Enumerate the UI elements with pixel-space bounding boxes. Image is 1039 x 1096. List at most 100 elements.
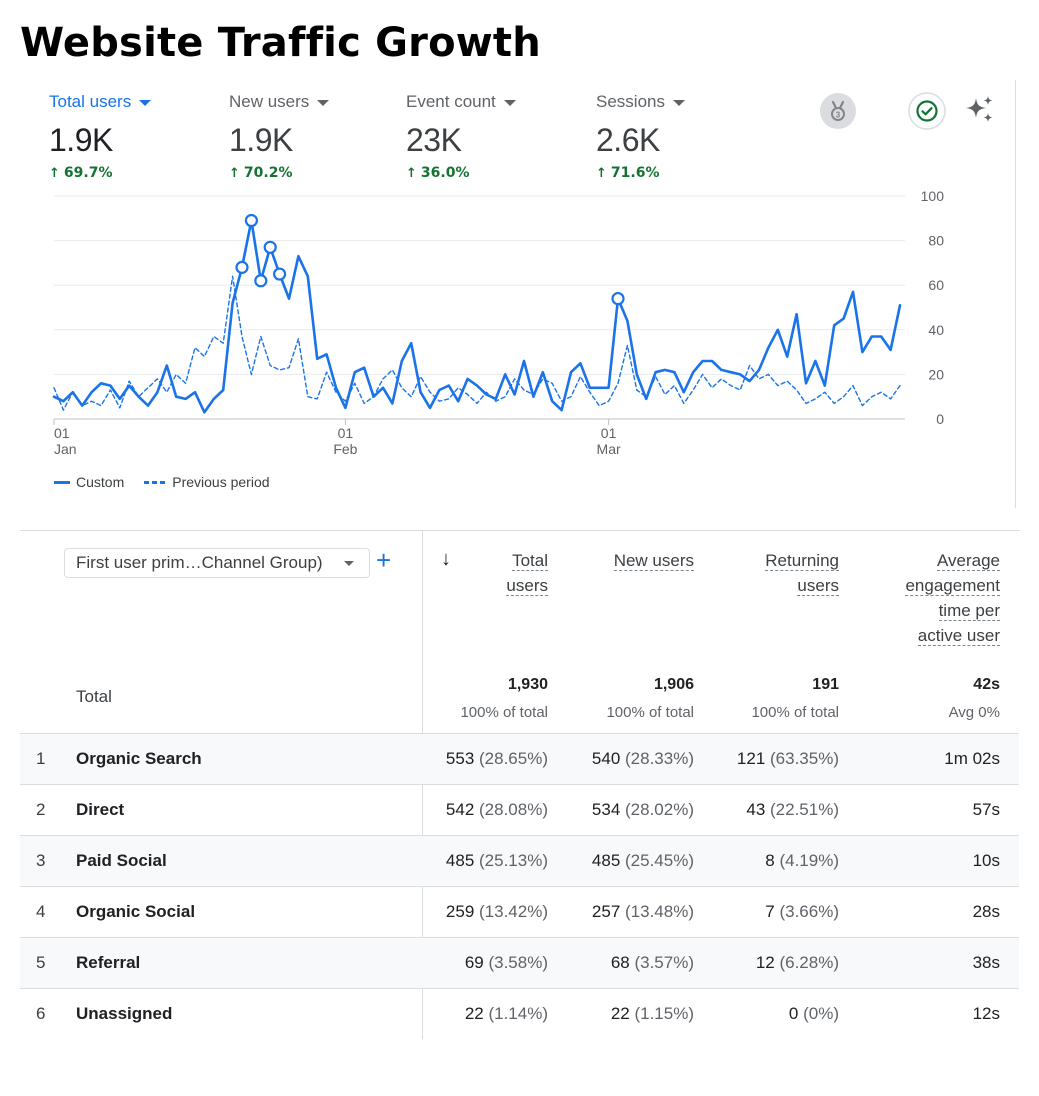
table-row[interactable]: 1 Organic Search 553 (28.65%) 540 (28.33… xyxy=(20,733,1019,784)
arrow-up-icon: ↑ xyxy=(406,165,417,181)
cell-value: 540 xyxy=(591,749,621,768)
caret-down-icon[interactable] xyxy=(139,100,152,106)
data-point-marker xyxy=(244,213,258,228)
caret-down-icon[interactable] xyxy=(672,100,685,106)
sort-descending-icon[interactable]: ↓ xyxy=(441,548,451,570)
arrow-up-icon: ↑ xyxy=(596,165,607,181)
row-index: 4 xyxy=(36,902,46,921)
series-line-previous-period xyxy=(53,275,901,411)
cell-returning-users: 7 (3.66%) xyxy=(765,902,839,922)
row-channel-name: Organic Social xyxy=(76,902,196,921)
cell-percent: (3.58%) xyxy=(488,953,548,972)
row-channel-name: Organic Search xyxy=(76,749,202,768)
y-tick-label: 0 xyxy=(936,411,944,427)
total-value: 42s xyxy=(973,676,1000,693)
cell-value: 553 xyxy=(445,749,475,768)
cell-avg-engagement: 38s xyxy=(972,953,1000,972)
table-column-divider xyxy=(422,531,423,1039)
totals-label: Total xyxy=(76,687,112,706)
cell-percent: (0%) xyxy=(803,1004,839,1023)
legend-item-custom[interactable]: Custom xyxy=(54,474,124,490)
metric-value: 1.9K xyxy=(49,122,113,158)
row-index: 5 xyxy=(36,953,46,972)
y-tick-label: 20 xyxy=(928,366,944,382)
cell-value: 0 xyxy=(788,1004,799,1023)
svg-text:3: 3 xyxy=(836,111,841,120)
cell-percent: (4.19%) xyxy=(779,851,839,870)
column-header-line: engagement xyxy=(905,576,1000,596)
cell-value: 43 xyxy=(746,800,766,819)
cell-value: 22 xyxy=(610,1004,630,1023)
arrow-up-icon: ↑ xyxy=(229,165,240,181)
cell-value: 12 xyxy=(755,953,775,972)
column-header-avg-engagement[interactable]: Average engagement time per active user xyxy=(860,548,1000,648)
x-tick-label-month: Jan xyxy=(54,441,77,457)
data-point-marker xyxy=(611,291,625,306)
total-subtext: 100% of total xyxy=(460,704,548,721)
y-tick-label: 60 xyxy=(928,277,944,293)
sparkle-icon[interactable] xyxy=(962,92,998,128)
table-row[interactable]: 3 Paid Social 485 (25.13%) 485 (25.45%) … xyxy=(20,835,1019,886)
metric-change: 36.0% xyxy=(420,165,470,181)
total-subtext: 100% of total xyxy=(606,704,694,721)
chart-legend: Custom Previous period xyxy=(54,474,290,490)
column-header-line: Returning xyxy=(765,551,839,571)
cell-total-users: 542 (28.08%) xyxy=(446,800,548,820)
check-circle-icon[interactable] xyxy=(908,92,946,130)
column-header-line: users xyxy=(506,576,548,596)
total-value: 191 xyxy=(812,676,839,693)
table-row[interactable]: 2 Direct 542 (28.08%) 534 (28.02%) 43 (2… xyxy=(20,784,1019,835)
cell-returning-users: 121 (63.35%) xyxy=(737,749,839,769)
cell-value: 68 xyxy=(610,953,630,972)
cell-new-users: 534 (28.02%) xyxy=(592,800,694,820)
cell-value: 121 xyxy=(736,749,766,768)
award-badge-icon[interactable]: 3 xyxy=(820,93,856,129)
table-top-divider xyxy=(20,530,1020,531)
metric-new-users[interactable]: New users 1.9K ↑ 70.2% xyxy=(229,92,330,181)
cell-new-users: 485 (25.45%) xyxy=(592,851,694,871)
total-value: 1,930 xyxy=(507,676,548,693)
dimension-select[interactable]: First user prim…Channel Group) xyxy=(64,548,370,578)
cell-value: 485 xyxy=(591,851,621,870)
row-channel-name: Referral xyxy=(76,953,141,972)
row-index: 1 xyxy=(36,749,46,768)
cell-total-users: 259 (13.42%) xyxy=(446,902,548,922)
column-header-total-users[interactable]: Total users xyxy=(428,548,548,598)
metric-value: 23K xyxy=(406,122,462,158)
metric-value: 1.9K xyxy=(229,122,293,158)
cell-total-users: 485 (25.13%) xyxy=(446,851,548,871)
metric-event-count[interactable]: Event count 23K ↑ 36.0% xyxy=(406,92,516,181)
row-index: 2 xyxy=(36,800,46,819)
column-header-line: Average xyxy=(936,551,1000,571)
cell-percent: (1.15%) xyxy=(634,1004,694,1023)
cell-avg-engagement: 57s xyxy=(972,800,1000,819)
cell-value: 542 xyxy=(445,800,475,819)
data-point-marker xyxy=(263,240,277,254)
arrow-up-icon: ↑ xyxy=(49,165,60,181)
table-row[interactable]: 4 Organic Social 259 (13.42%) 257 (13.48… xyxy=(20,886,1019,937)
table-row[interactable]: 6 Unassigned 22 (1.14%) 22 (1.15%) 0 (0%… xyxy=(20,988,1019,1039)
add-dimension-button[interactable]: + xyxy=(376,545,392,575)
cell-percent: (22.51%) xyxy=(770,800,839,819)
legend-item-previous[interactable]: Previous period xyxy=(144,474,270,490)
y-tick-label: 100 xyxy=(921,188,945,204)
cell-returning-users: 8 (4.19%) xyxy=(765,851,839,871)
dimension-select-value: First user prim…Channel Group) xyxy=(76,553,323,572)
column-header-new-users[interactable]: New users xyxy=(564,548,694,573)
cell-value: 7 xyxy=(765,902,775,921)
cell-total-users: 69 (3.58%) xyxy=(465,953,548,973)
metric-sessions[interactable]: Sessions 2.6K ↑ 71.6% xyxy=(596,92,685,181)
legend-label: Custom xyxy=(76,474,125,490)
cell-value: 8 xyxy=(765,851,775,870)
column-header-returning-users[interactable]: Returning users xyxy=(709,548,839,598)
table-row[interactable]: 5 Referral 69 (3.58%) 68 (3.57%) 12 (6.2… xyxy=(20,937,1019,988)
data-point-marker xyxy=(254,274,268,288)
cell-percent: (28.08%) xyxy=(479,800,548,819)
metric-value: 2.6K xyxy=(596,122,660,158)
caret-down-icon[interactable] xyxy=(503,100,516,106)
metric-total-users[interactable]: Total users 1.9K ↑ 69.7% xyxy=(49,92,152,181)
caret-down-icon[interactable] xyxy=(317,100,330,106)
total-subtext: Avg 0% xyxy=(948,704,1000,721)
metric-label: Sessions xyxy=(596,92,665,111)
